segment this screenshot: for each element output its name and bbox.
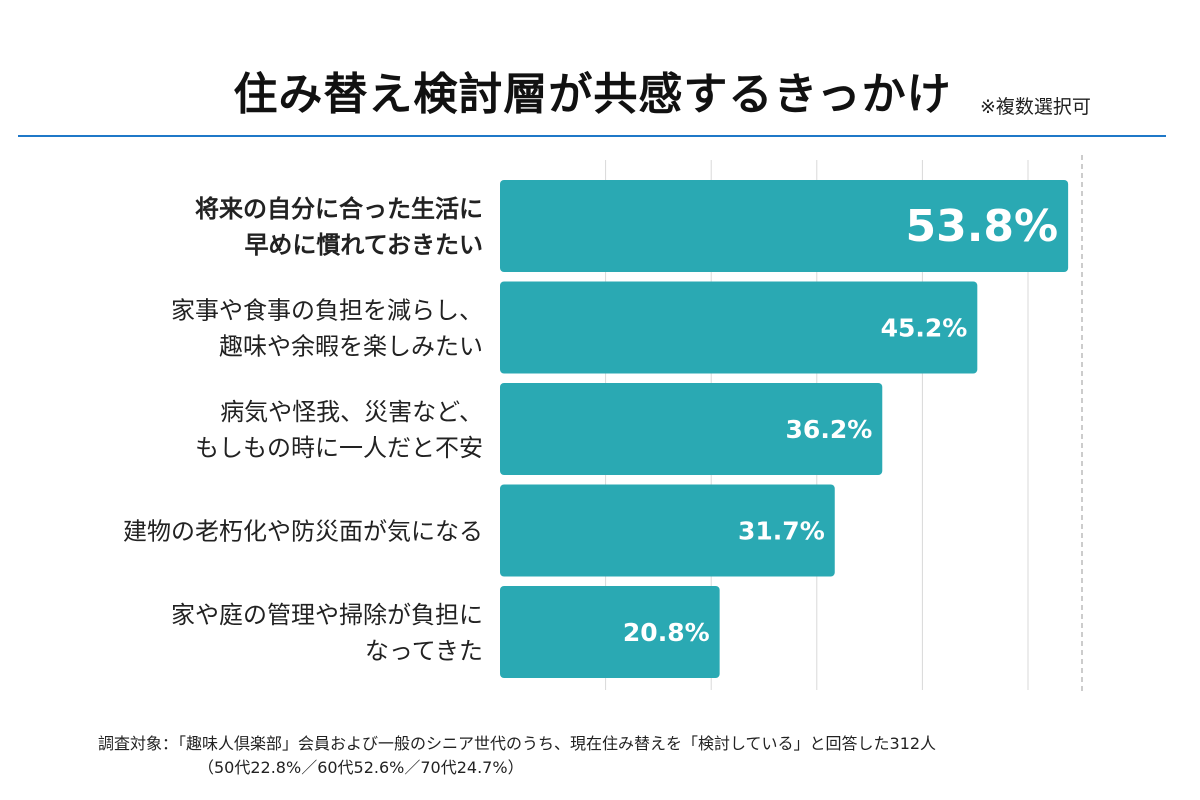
bar-4 (500, 484, 835, 577)
survey-footnote: 調査対象：「趣味人倶楽部」会員および一般のシニア世代のうち、現在住み替えを「検討… (98, 732, 936, 780)
category-label-5-line-1: 家や庭の管理や掃除が負担に (171, 601, 483, 629)
category-label-2-line-2: 趣味や余暇を楽しみたい (219, 333, 483, 361)
category-label-3-line-1: 病気や怪我、災害など、 (220, 398, 483, 426)
multiple-choice-note: ※複数選択可 (980, 96, 1091, 118)
bar-value-label-4: 31.7% (738, 517, 825, 546)
category-label-3-line-2: もしもの時に一人だと不安 (195, 434, 483, 462)
category-label-1-line-1: 将来の自分に合った生活に (195, 195, 483, 223)
bar-3 (500, 383, 883, 475)
category-label-5-line-2: なってきた (365, 637, 483, 665)
category-label-4-line-1: 建物の老朽化や防災面が気になる (123, 518, 483, 546)
footnote-line-2: （50代22.8%／60代52.6%／70代24.7%） (198, 758, 524, 777)
category-label-1-line-2: 早めに慣れておきたい (244, 231, 483, 259)
category-label-2-line-1: 家事や食事の負担を減らし、 (171, 297, 483, 325)
bar-value-label-1: 53.8% (905, 201, 1058, 252)
bar-value-label-5: 20.8% (623, 618, 710, 647)
bar-2 (500, 281, 978, 374)
bar-value-label-3: 36.2% (786, 415, 873, 444)
title-divider (18, 135, 1166, 137)
bar-1 (500, 180, 1069, 272)
chart-title: 住み替え検討層が共感するきっかけ (233, 69, 952, 120)
bar-value-label-2: 45.2% (881, 314, 968, 343)
bar-5 (500, 586, 720, 678)
footnote-line-1: 調査対象：「趣味人倶楽部」会員および一般のシニア世代のうち、現在住み替えを「検討… (98, 734, 937, 753)
